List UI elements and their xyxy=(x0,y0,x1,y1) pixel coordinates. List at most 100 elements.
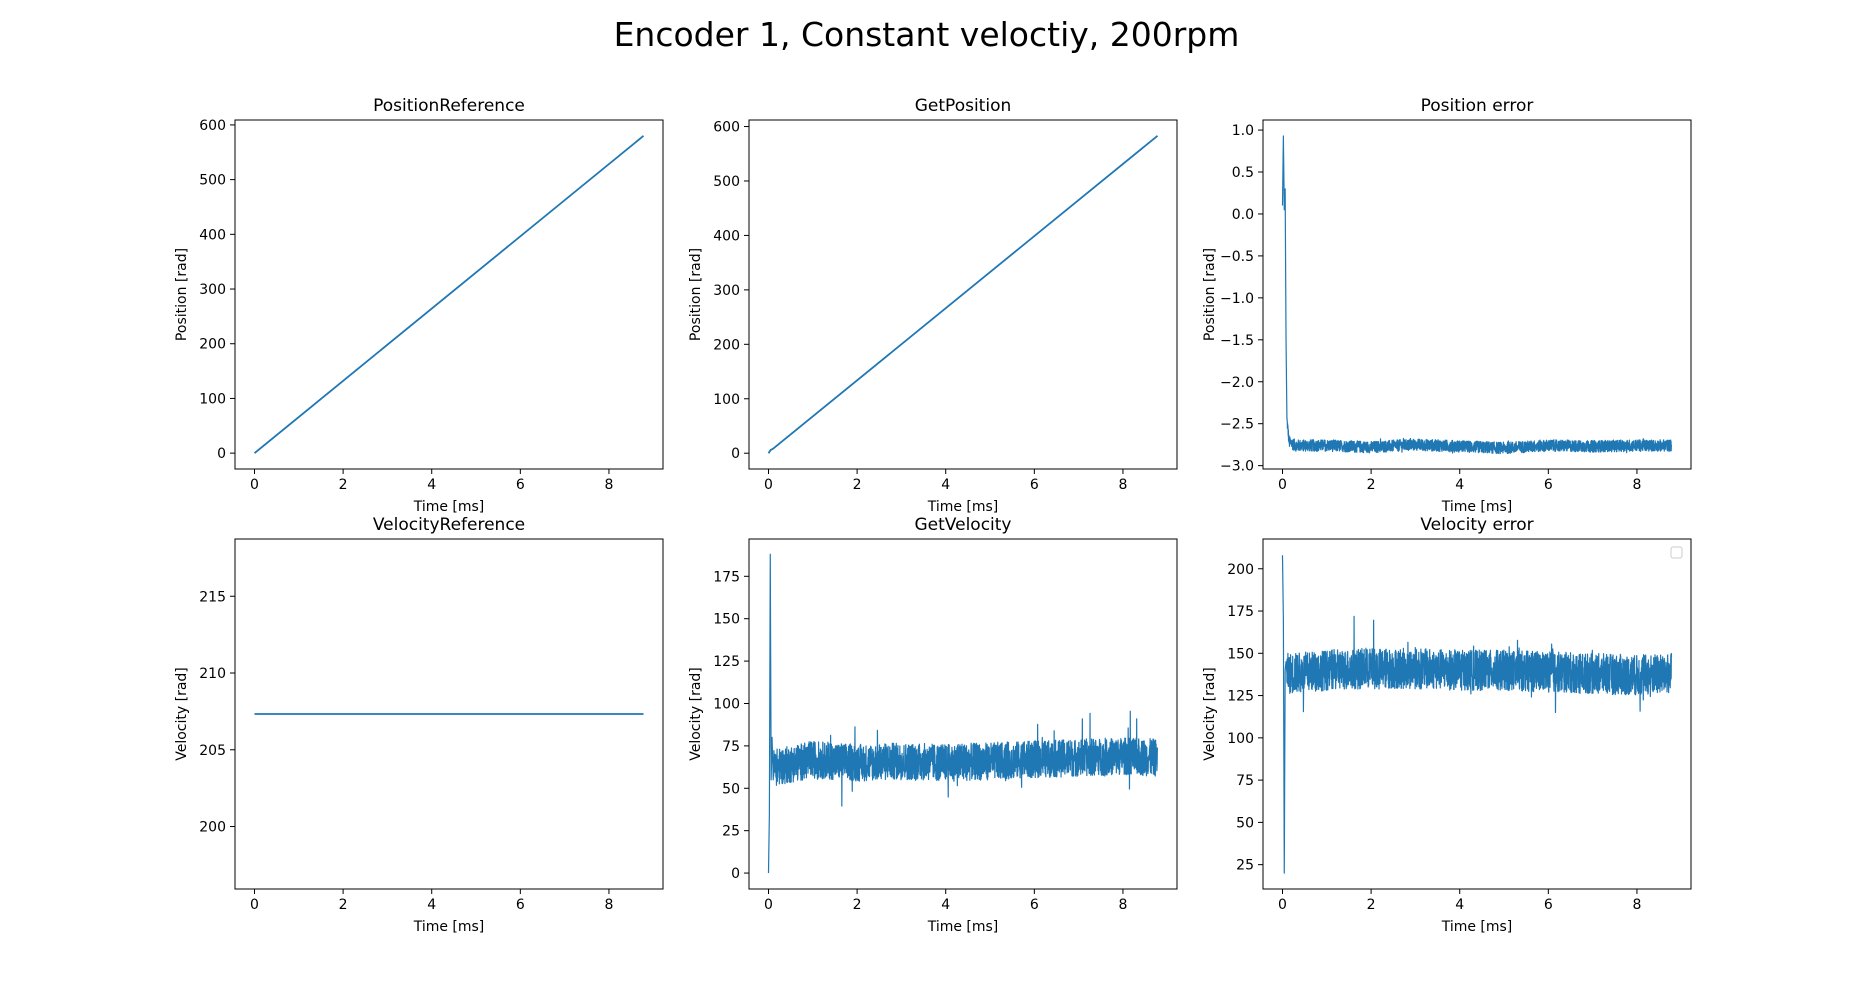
series-line-1 xyxy=(767,553,1159,874)
x-tick-label: 0 xyxy=(250,897,259,913)
x-tick-label: 0 xyxy=(1278,477,1287,493)
subplot-title: GetVelocity xyxy=(915,515,1012,535)
y-axis-label: Velocity [rad] xyxy=(174,667,190,761)
x-axis-label: Time [ms] xyxy=(1441,499,1513,515)
x-tick-label: 2 xyxy=(853,897,862,913)
x-tick-label: 6 xyxy=(1544,897,1553,913)
subplot-3: Position error 0 2 4 6 8 −3.0 −2.5 −2.0 −1.5 −1.0 −… xyxy=(1202,96,1692,515)
y-tick-label: 210 xyxy=(199,666,226,682)
axes-frame xyxy=(234,538,664,890)
y-axis-label: Position [rad] xyxy=(174,248,190,341)
data-group xyxy=(1281,135,1673,455)
x-tick-label: 6 xyxy=(1030,897,1039,913)
x-tick-label: 2 xyxy=(853,477,862,493)
x-tick-label: 6 xyxy=(1030,477,1039,493)
y-tick-label: 100 xyxy=(199,391,226,407)
y-tick-label: 125 xyxy=(713,654,740,670)
subplot-title: Velocity error xyxy=(1420,515,1533,535)
y-axis-label: Position [rad] xyxy=(688,248,704,341)
axes-frame xyxy=(1262,538,1692,890)
y-tick-label: 500 xyxy=(713,174,740,190)
y-tick-label: −2.5 xyxy=(1220,417,1254,433)
y-tick-label: 200 xyxy=(199,337,226,353)
x-tick-label: 0 xyxy=(764,477,773,493)
y-tick-label: 100 xyxy=(713,392,740,408)
series-line-1 xyxy=(253,135,645,454)
x-tick-label: 8 xyxy=(604,897,613,913)
x-tick-label: 8 xyxy=(1118,897,1127,913)
x-tick-label: 4 xyxy=(941,897,950,913)
x-tick-label: 8 xyxy=(604,477,613,493)
axes-frame xyxy=(1262,119,1692,470)
y-tick-label: 175 xyxy=(1227,604,1254,620)
x-axis-label: Time [ms] xyxy=(413,499,485,515)
y-tick-label: 600 xyxy=(199,118,226,134)
x-tick-label: 8 xyxy=(1632,897,1641,913)
x-tick-label: 4 xyxy=(427,897,436,913)
x-axis-label: Time [ms] xyxy=(1441,919,1513,935)
y-tick-label: 200 xyxy=(713,337,740,353)
data-group xyxy=(767,135,1159,454)
y-tick-label: −1.5 xyxy=(1220,333,1254,349)
y-tick-label: 400 xyxy=(199,227,226,243)
y-tick-label: 25 xyxy=(722,824,740,840)
y-tick-label: 205 xyxy=(199,743,226,759)
y-tick-label: 215 xyxy=(199,589,226,605)
y-tick-label: −1.0 xyxy=(1220,291,1254,307)
y-tick-label: −2.0 xyxy=(1220,375,1254,391)
subplot-title: Position error xyxy=(1421,96,1534,116)
y-tick-label: 1.0 xyxy=(1232,123,1254,139)
subplot-title: PositionReference xyxy=(373,96,525,116)
y-axis-label: Position [rad] xyxy=(1202,248,1218,341)
y-tick-label: 0 xyxy=(731,446,740,462)
y-tick-label: 75 xyxy=(1236,773,1254,789)
series-line-1 xyxy=(767,135,1159,454)
figure-suptitle: Encoder 1, Constant veloctiy, 200rpm xyxy=(614,15,1240,54)
y-tick-label: 200 xyxy=(1227,562,1254,578)
y-tick-label: 175 xyxy=(713,569,740,585)
y-tick-label: 400 xyxy=(713,228,740,244)
y-tick-label: 600 xyxy=(713,120,740,136)
y-tick-label: 0.0 xyxy=(1232,207,1254,223)
series-line-1 xyxy=(1281,135,1673,455)
y-tick-label: 0 xyxy=(217,446,226,462)
y-tick-label: 125 xyxy=(1227,689,1254,705)
y-tick-label: −3.0 xyxy=(1220,459,1254,475)
y-axis-label: Velocity [rad] xyxy=(688,667,704,761)
x-tick-label: 6 xyxy=(1544,477,1553,493)
y-tick-label: 50 xyxy=(1236,815,1254,831)
x-tick-label: 6 xyxy=(516,477,525,493)
x-tick-label: 8 xyxy=(1632,477,1641,493)
y-tick-label: 25 xyxy=(1236,858,1254,874)
x-tick-label: 0 xyxy=(250,477,259,493)
series-line-1 xyxy=(1281,555,1673,874)
y-tick-label: 100 xyxy=(713,696,740,712)
y-tick-label: 75 xyxy=(722,739,740,755)
y-tick-label: 0.5 xyxy=(1232,165,1254,181)
axes-frame xyxy=(748,119,1178,470)
y-tick-label: 150 xyxy=(713,612,740,628)
x-tick-label: 4 xyxy=(1455,477,1464,493)
subplot-title: VelocityReference xyxy=(373,515,525,535)
legend-box xyxy=(1670,546,1683,559)
x-tick-label: 0 xyxy=(1278,897,1287,913)
x-tick-label: 4 xyxy=(427,477,436,493)
data-group xyxy=(253,135,645,454)
data-group xyxy=(767,553,1159,874)
x-tick-label: 2 xyxy=(339,477,348,493)
y-tick-label: 150 xyxy=(1227,646,1254,662)
x-axis-label: Time [ms] xyxy=(927,919,999,935)
x-axis-label: Time [ms] xyxy=(927,499,999,515)
y-tick-label: 100 xyxy=(1227,731,1254,747)
subplot-5: GetVelocity 0 2 4 6 8 0 25 50 75 100 125 150 175 Time … xyxy=(688,515,1178,935)
y-tick-label: 300 xyxy=(199,282,226,298)
subplot-1: PositionReference 0 2 4 6 8 0 100 200 300 400 500 60… xyxy=(174,96,664,515)
x-axis-label: Time [ms] xyxy=(413,919,485,935)
x-tick-label: 8 xyxy=(1118,477,1127,493)
x-tick-label: 0 xyxy=(764,897,773,913)
x-tick-label: 2 xyxy=(1367,477,1376,493)
y-axis-label: Velocity [rad] xyxy=(1202,667,1218,761)
